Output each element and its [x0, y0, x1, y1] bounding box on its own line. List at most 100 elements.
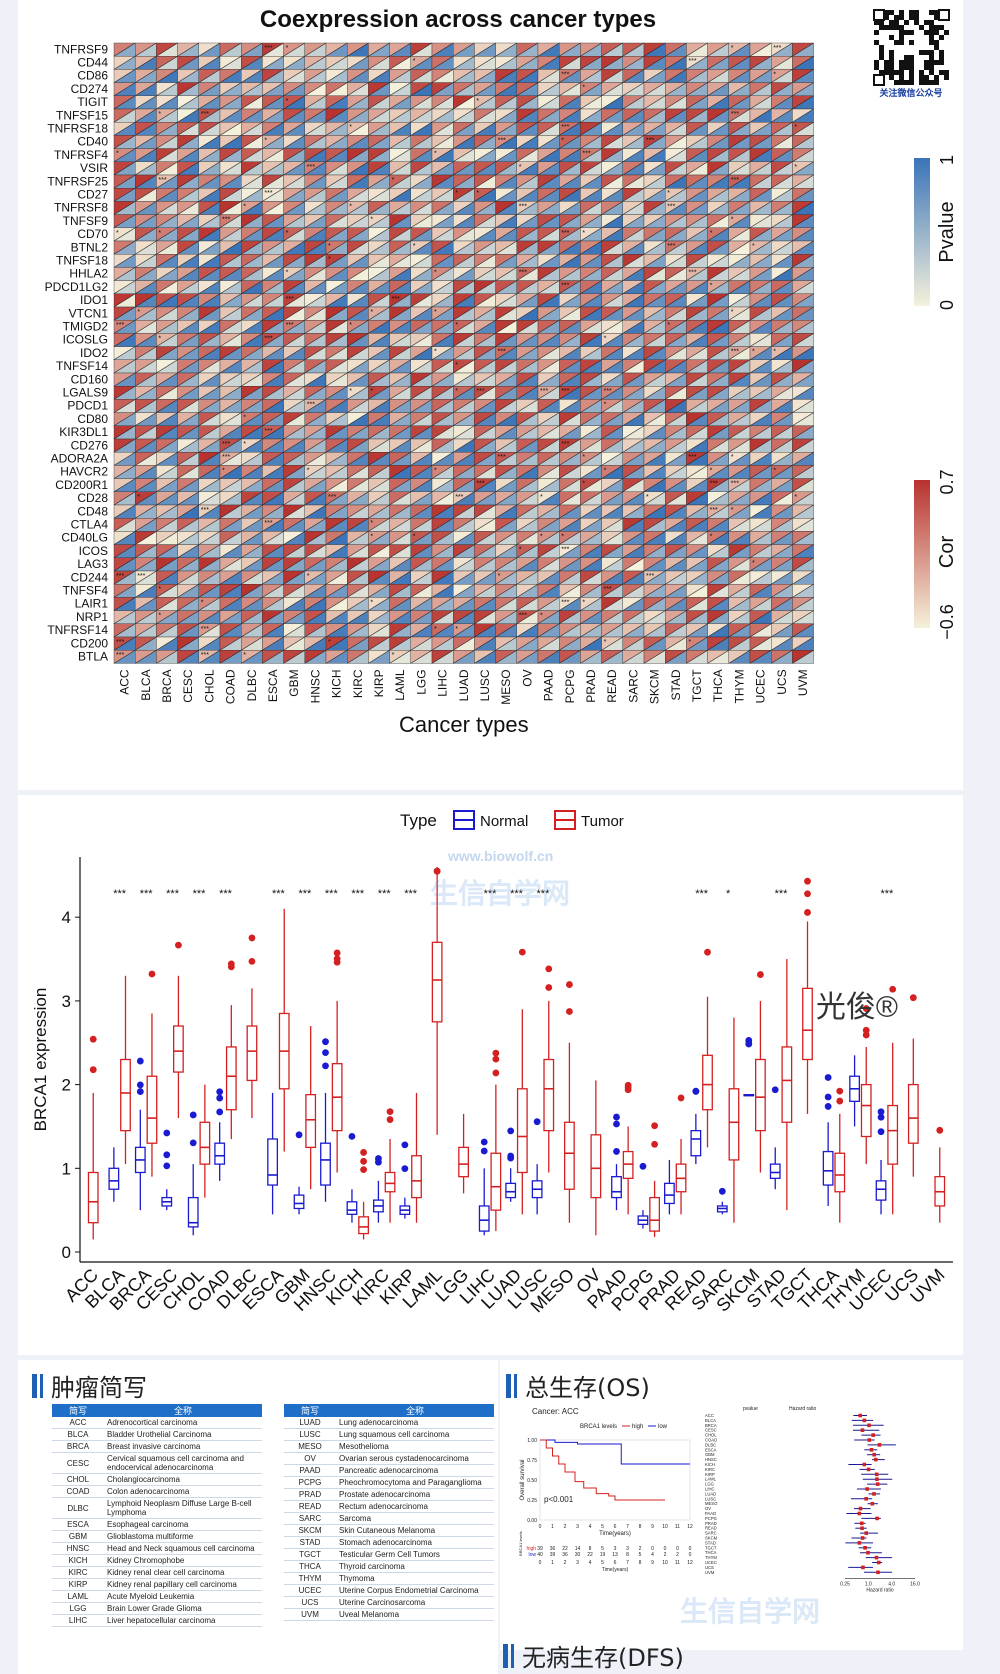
- cell-diagonal: [389, 161, 411, 176]
- cell-diagonal: [283, 135, 305, 149]
- cell-star: ***: [561, 71, 569, 78]
- cell-star: *: [710, 283, 713, 290]
- cell-diagonal: [431, 187, 454, 202]
- cell-diagonal: [135, 69, 157, 83]
- cell-diagonal: [749, 135, 772, 149]
- cell-diagonal: [453, 121, 475, 136]
- cell-diagonal: [262, 148, 284, 163]
- cell-diagonal: [580, 214, 602, 229]
- cell-diagonal: [156, 69, 178, 83]
- cell-diagonal: [559, 42, 581, 57]
- cell-star: *: [582, 230, 585, 237]
- cell-star: *: [370, 217, 373, 224]
- cell-diagonal: [559, 135, 581, 149]
- cell-star: ***: [264, 335, 272, 342]
- cell-diagonal: [389, 201, 411, 215]
- cell-star: ***: [688, 454, 696, 461]
- cell-diagonal: [643, 82, 666, 97]
- cell-diagonal: [728, 95, 751, 110]
- cell-diagonal: [495, 161, 517, 176]
- pvalue-triangle: [241, 56, 263, 70]
- cell-diagonal: [643, 121, 666, 136]
- cell-diagonal: [304, 148, 327, 163]
- cell-diagonal: [516, 69, 539, 83]
- cell-diagonal: [516, 227, 539, 242]
- cell-diagonal: [601, 95, 623, 110]
- cell-diagonal: [177, 174, 199, 189]
- cell-diagonal: [665, 42, 687, 57]
- cell-diagonal: [410, 42, 433, 57]
- cell-diagonal: [707, 95, 729, 110]
- cell-star: ***: [731, 177, 739, 184]
- cell-diagonal: [410, 121, 433, 136]
- cell-diagonal: [368, 108, 390, 123]
- cell-diagonal: [495, 95, 517, 110]
- cell-diagonal: [156, 55, 178, 70]
- cell-diagonal: [113, 42, 136, 57]
- cell-diagonal: [156, 42, 178, 57]
- cell-star: *: [604, 401, 607, 408]
- cell-diagonal: [665, 148, 687, 163]
- cell-star: ***: [561, 283, 569, 290]
- cell-diagonal: [135, 214, 157, 229]
- cell-diagonal: [707, 174, 729, 189]
- cell-diagonal: [686, 187, 708, 202]
- cell-star: *: [582, 85, 585, 92]
- cell-diagonal: [410, 214, 433, 229]
- cell-diagonal: [135, 201, 157, 215]
- cell-diagonal: [516, 55, 539, 70]
- cell-diagonal: [665, 187, 687, 202]
- cell-star: *: [243, 441, 246, 448]
- cell-diagonal: [495, 174, 517, 189]
- cell-diagonal: [304, 201, 327, 215]
- cell-diagonal: [431, 55, 454, 70]
- gene-label: VTCN1: [69, 306, 109, 320]
- gene-label: TNFSF18: [56, 253, 108, 267]
- cell-diagonal: [113, 135, 136, 149]
- cell-diagonal: [177, 227, 199, 242]
- cell-diagonal: [304, 55, 327, 70]
- cell-star: *: [731, 507, 734, 514]
- cell-diagonal: [198, 214, 221, 229]
- gene-label: PDCD1LG2: [45, 280, 109, 294]
- cell-diagonal: [325, 214, 348, 229]
- cell-diagonal: [135, 148, 157, 163]
- cell-diagonal: [241, 227, 263, 242]
- cell-diagonal: [113, 161, 136, 176]
- cell-star: *: [519, 164, 522, 171]
- cell-diagonal: [347, 161, 369, 176]
- cell-diagonal: [410, 69, 433, 83]
- cell-star: *: [561, 137, 564, 144]
- cell-diagonal: [389, 42, 411, 57]
- cell-diagonal: [156, 240, 178, 255]
- cell-diagonal: [347, 174, 369, 189]
- cell-diagonal: [559, 108, 581, 123]
- cell-diagonal: [537, 69, 560, 83]
- cell-diagonal: [728, 135, 751, 149]
- cell-diagonal: [643, 187, 666, 202]
- cell-star: *: [158, 111, 161, 118]
- cell-diagonal: [347, 69, 369, 83]
- cell-star: ***: [264, 520, 272, 527]
- cell-diagonal: [792, 174, 814, 189]
- cell-star: *: [731, 309, 734, 316]
- cell-diagonal: [156, 121, 178, 136]
- cell-diagonal: [749, 69, 772, 83]
- cell-star: ***: [222, 441, 230, 448]
- cell-diagonal: [262, 187, 284, 202]
- gene-label: CD86: [77, 69, 108, 83]
- cell-diagonal: [262, 135, 284, 149]
- cell-diagonal: [113, 174, 136, 189]
- cell-diagonal: [410, 108, 433, 123]
- cell-diagonal: [113, 121, 136, 136]
- cell-diagonal: [135, 240, 157, 255]
- cell-diagonal: [728, 214, 751, 229]
- cell-diagonal: [601, 174, 623, 189]
- cell-diagonal: [643, 161, 666, 176]
- cell-diagonal: [474, 95, 496, 110]
- cell-diagonal: [537, 135, 560, 149]
- cell-star: *: [286, 269, 289, 276]
- gene-label: HHLA2: [69, 267, 108, 281]
- cell-diagonal: [219, 214, 242, 229]
- cell-star: *: [370, 309, 373, 316]
